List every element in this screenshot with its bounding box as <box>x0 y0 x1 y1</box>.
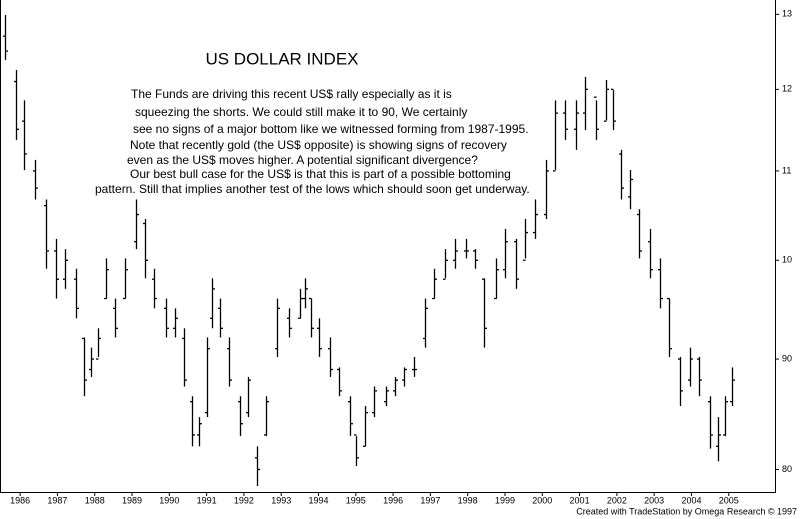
annotation-line: pattern. Still that implies another test… <box>95 182 530 196</box>
y-tick-label: 11 <box>782 165 791 175</box>
y-tick-label: 90 <box>782 353 792 363</box>
x-tick-label: 1994 <box>308 495 328 505</box>
annotation-line: The Funds are driving this recent US$ ra… <box>131 87 452 101</box>
x-tick-label: 1998 <box>458 495 478 505</box>
chart-title: US DOLLAR INDEX <box>205 49 358 68</box>
annotation-line: squeezing the shorts. We could still mak… <box>135 105 467 119</box>
x-tick-label: 2004 <box>681 495 701 505</box>
x-tick-label: 1988 <box>85 495 105 505</box>
x-tick-label: 1995 <box>346 495 366 505</box>
x-tick-label: 2005 <box>719 495 739 505</box>
x-tick-label: 2003 <box>644 495 664 505</box>
y-tick-label: 13 <box>782 9 792 19</box>
annotation-line: see no signs of a major bottom like we w… <box>133 122 529 136</box>
x-tick-label: 1997 <box>420 495 440 505</box>
y-tick-label: 12 <box>782 84 792 94</box>
x-tick-label: 1989 <box>122 495 142 505</box>
x-tick-label: 2001 <box>570 495 590 505</box>
x-tick-label: 2002 <box>607 495 627 505</box>
y-tick-label: 10 <box>782 255 792 265</box>
x-tick-label: 1986 <box>10 495 30 505</box>
y-tick-label: 80 <box>782 464 792 474</box>
annotation-line: Our best bull case for the US$ is that t… <box>130 167 511 181</box>
x-tick-label: 1990 <box>159 495 179 505</box>
x-tick-label: 1987 <box>47 495 67 505</box>
annotation-line: Note that recently gold (the US$ opposit… <box>130 138 507 152</box>
x-tick-label: 1996 <box>383 495 403 505</box>
x-tick-label: 1992 <box>234 495 254 505</box>
footer: Created with TradeStation by Omega Resea… <box>576 506 797 516</box>
x-tick-label: 1993 <box>271 495 291 505</box>
x-tick-label: 1991 <box>197 495 217 505</box>
x-tick-label: 2000 <box>532 495 552 505</box>
x-tick-label: 1999 <box>495 495 515 505</box>
annotation-line: even as the US$ moves higher. A potentia… <box>127 153 478 167</box>
